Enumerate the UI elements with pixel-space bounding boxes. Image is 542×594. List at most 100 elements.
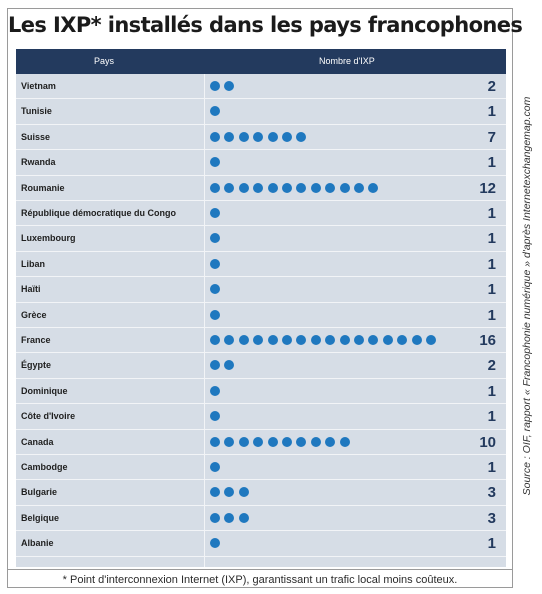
country-label: Haïti: [21, 284, 41, 295]
ixp-dot: [210, 157, 220, 168]
ixp-count: 1: [487, 281, 496, 299]
ixp-dot: [368, 335, 379, 345]
ixp-dot: [210, 462, 220, 472]
ixp-dot: [282, 131, 292, 142]
ixp-dot: [411, 335, 422, 345]
ixp-count: 3: [487, 484, 496, 502]
country-label: Bulgarie: [21, 487, 58, 498]
ixp-dot: [210, 436, 220, 447]
country-label: Tunisie: [21, 106, 52, 117]
country-label: Dominique: [21, 385, 68, 396]
country-label: Belgique: [21, 512, 60, 523]
ixp-count: 12: [479, 179, 496, 197]
ixp-dot: [238, 512, 249, 523]
ixp-dot: [267, 335, 278, 345]
table-row: Albanie 1: [16, 531, 506, 557]
ixp-dot: [296, 335, 307, 345]
ixp-dot: [267, 182, 278, 193]
header-pays: Pays: [94, 56, 115, 66]
ixp-dot: [397, 335, 408, 345]
country-label: Égypte: [21, 360, 52, 371]
ixp-count: 1: [487, 230, 496, 248]
country-label: Côte d'Ivoire: [21, 411, 76, 422]
country-label: Vietnam: [21, 81, 56, 91]
ixp-dot: [339, 436, 350, 447]
ixp-dot: [224, 81, 235, 91]
ixp-dot: [224, 436, 235, 447]
table-row: Suisse 7: [16, 125, 506, 151]
ixp-dot: [325, 335, 336, 345]
ixp-dot: [382, 335, 393, 345]
ixp-dot: [368, 182, 379, 193]
ixp-dot: [238, 436, 249, 447]
ixp-dot: [325, 182, 336, 193]
ixp-dot: [224, 487, 235, 498]
ixp-dot: [253, 335, 264, 345]
table-row: Dominique 1: [16, 379, 506, 405]
table-row: Liban 1: [16, 252, 506, 278]
ixp-dot: [354, 335, 364, 345]
table-row: Grèce 1: [16, 303, 506, 328]
ixp-dot: [210, 487, 220, 498]
table-row: Roumanie 12: [16, 176, 506, 201]
country-label: Roumanie: [21, 182, 65, 193]
table-row: Luxembourg 1: [16, 226, 506, 252]
ixp-count: 2: [487, 78, 496, 95]
chart-title: Les IXP* installés dans les pays francop…: [8, 13, 523, 37]
country-label: Rwanda: [21, 157, 56, 168]
ixp-dot: [267, 436, 278, 447]
ixp-dot: [210, 131, 220, 142]
table-row: Égypte 2: [16, 353, 506, 379]
ixp-dot: [238, 182, 249, 193]
country-label: Cambodge: [21, 462, 68, 472]
country-label: Albanie: [21, 538, 54, 549]
ixp-dot: [210, 233, 220, 244]
ixp-dot: [267, 131, 278, 142]
ixp-dot: [426, 335, 436, 345]
ixp-dot: [325, 436, 336, 447]
table-row: Belgique 3: [16, 506, 506, 532]
table-header: Pays Nombre d'IXP: [16, 49, 506, 74]
ixp-dot: [296, 182, 307, 193]
ixp-dot: [210, 182, 220, 193]
header-nombre-ixp: Nombre d'IXP: [319, 56, 375, 66]
ixp-dot: [253, 436, 264, 447]
country-label: République démocratique du Congo: [21, 208, 176, 218]
ixp-count: 1: [487, 408, 496, 426]
ixp-count: 2: [487, 357, 496, 375]
country-label: Luxembourg: [21, 233, 76, 244]
table-row: Cambodge 1: [16, 455, 506, 481]
ixp-dot: [282, 436, 292, 447]
ixp-dot: [210, 512, 220, 523]
infographic-frame: Les IXP* installés dans les pays francop…: [7, 8, 523, 588]
ixp-dot: [296, 131, 307, 142]
ixp-dot: [238, 335, 249, 345]
table-row: Canada 10: [16, 430, 506, 455]
ixp-dot: [339, 182, 350, 193]
ixp-dot: [210, 81, 220, 91]
country-label: Grèce: [21, 309, 47, 320]
ixp-dot: [224, 360, 235, 371]
ixp-dot: [224, 335, 235, 345]
ixp-dot: [210, 284, 220, 295]
ixp-dot: [238, 487, 249, 498]
ixp-dot: [224, 182, 235, 193]
ixp-count: 16: [479, 332, 496, 349]
footnote: * Point d'interconnexion Internet (IXP),…: [8, 569, 512, 586]
ixp-dot: [238, 131, 249, 142]
ixp-dot: [310, 436, 321, 447]
table-row: Haïti 1: [16, 277, 506, 303]
ixp-dot: [210, 106, 220, 117]
ixp-count: 1: [487, 154, 496, 172]
ixp-dot: [210, 360, 220, 371]
ixp-dot: [339, 335, 350, 345]
table-row: Côte d'Ivoire 1: [16, 404, 506, 430]
ixp-dot: [210, 538, 220, 549]
ixp-count: 1: [487, 459, 496, 476]
ixp-count: 10: [479, 433, 496, 451]
ixp-dot: [310, 335, 321, 345]
ixp-dot: [253, 182, 264, 193]
ixp-dot: [210, 335, 220, 345]
country-label: Liban: [21, 258, 45, 269]
ixp-dot: [224, 512, 235, 523]
